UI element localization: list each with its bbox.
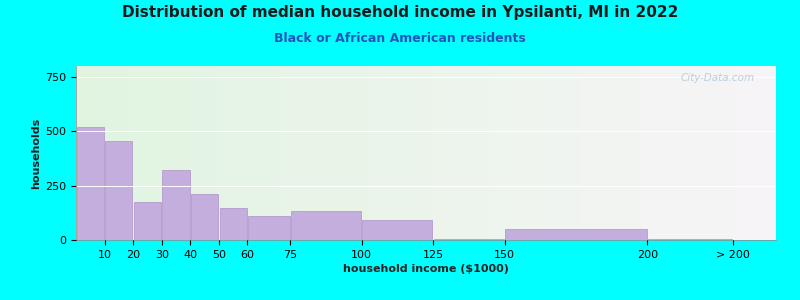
Bar [362,220,433,240]
Bar [248,216,290,240]
Y-axis label: households: households [31,117,41,189]
Text: Black or African American residents: Black or African American residents [274,32,526,44]
Text: City-Data.com: City-Data.com [681,73,755,83]
Bar [134,202,161,240]
Bar [291,211,361,240]
Text: Distribution of median household income in Ypsilanti, MI in 2022: Distribution of median household income … [122,4,678,20]
Bar [506,229,646,240]
Bar [219,208,246,240]
Bar [162,170,190,240]
Bar [191,194,218,240]
Bar [77,127,104,240]
Bar [106,141,133,240]
Bar [434,239,504,240]
Bar [648,239,733,240]
X-axis label: household income ($1000): household income ($1000) [343,264,509,274]
